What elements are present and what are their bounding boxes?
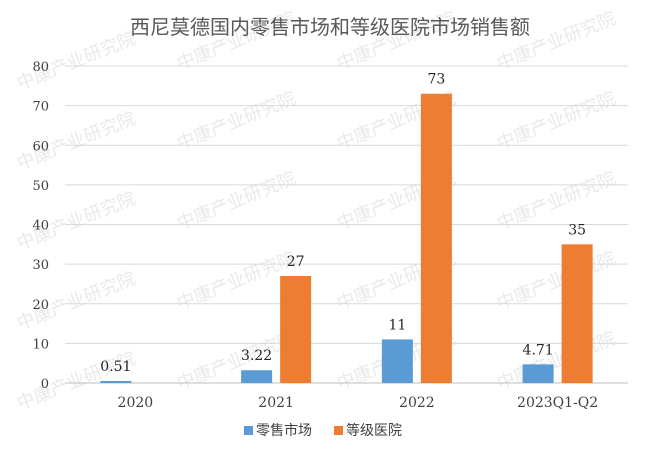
bars xyxy=(100,93,593,384)
legend-label: 零售市场 xyxy=(256,422,312,439)
bar-hospital xyxy=(561,244,593,383)
chart-title: 西尼莫德国内零售市场和等级医院市场销售额 xyxy=(130,15,530,39)
x-category-label: 2022 xyxy=(399,395,435,411)
legend-swatch xyxy=(244,426,253,435)
data-label: 27 xyxy=(287,254,305,270)
legend-swatch xyxy=(334,426,343,435)
bar-hospital xyxy=(420,93,452,384)
watermark-text: 中康产业研究院 xyxy=(494,248,619,315)
bar-retail xyxy=(522,364,554,383)
bar-retail xyxy=(381,339,413,383)
y-tick-label: 60 xyxy=(32,139,49,154)
bar-retail xyxy=(100,380,132,383)
watermark-text: 中康产业研究院 xyxy=(494,328,619,395)
watermark-text: 中康产业研究院 xyxy=(174,248,299,315)
data-label: 35 xyxy=(568,222,586,238)
x-axis-categories: 2020 2021 2022 2023Q1-Q2 xyxy=(118,395,599,411)
watermark-text: 中康产业研究院 xyxy=(174,88,299,155)
data-label: 73 xyxy=(427,72,445,88)
x-category-label: 2021 xyxy=(258,395,294,411)
y-tick-label: 40 xyxy=(32,219,49,234)
data-label: 0.51 xyxy=(100,359,131,375)
y-tick-label: 0 xyxy=(41,377,49,392)
y-tick-label: 50 xyxy=(32,179,49,194)
y-tick-label: 80 xyxy=(32,60,49,75)
bar-hospital xyxy=(280,276,312,383)
bar-retail xyxy=(241,370,273,383)
y-tick-label: 30 xyxy=(32,258,49,273)
watermark-text: 中康产业研究院 xyxy=(174,328,299,395)
watermark-text: 中康产业研究院 xyxy=(494,88,619,155)
y-tick-label: 20 xyxy=(32,298,49,313)
legend: 零售市场 等级医院 xyxy=(244,422,402,439)
gridlines xyxy=(65,65,628,384)
y-tick-label: 10 xyxy=(32,337,49,352)
data-labels: 0.51 3.22 27 11 73 4.71 35 xyxy=(100,72,586,375)
legend-label: 等级医院 xyxy=(346,422,402,439)
y-axis-ticks: 0 10 20 30 40 50 60 70 80 xyxy=(32,60,49,392)
x-category-label: 2020 xyxy=(118,395,154,411)
data-label: 11 xyxy=(388,317,406,333)
data-label: 4.71 xyxy=(523,342,554,358)
data-label: 3.22 xyxy=(241,348,272,364)
x-category-label: 2023Q1-Q2 xyxy=(517,395,598,411)
y-tick-label: 70 xyxy=(32,100,49,115)
